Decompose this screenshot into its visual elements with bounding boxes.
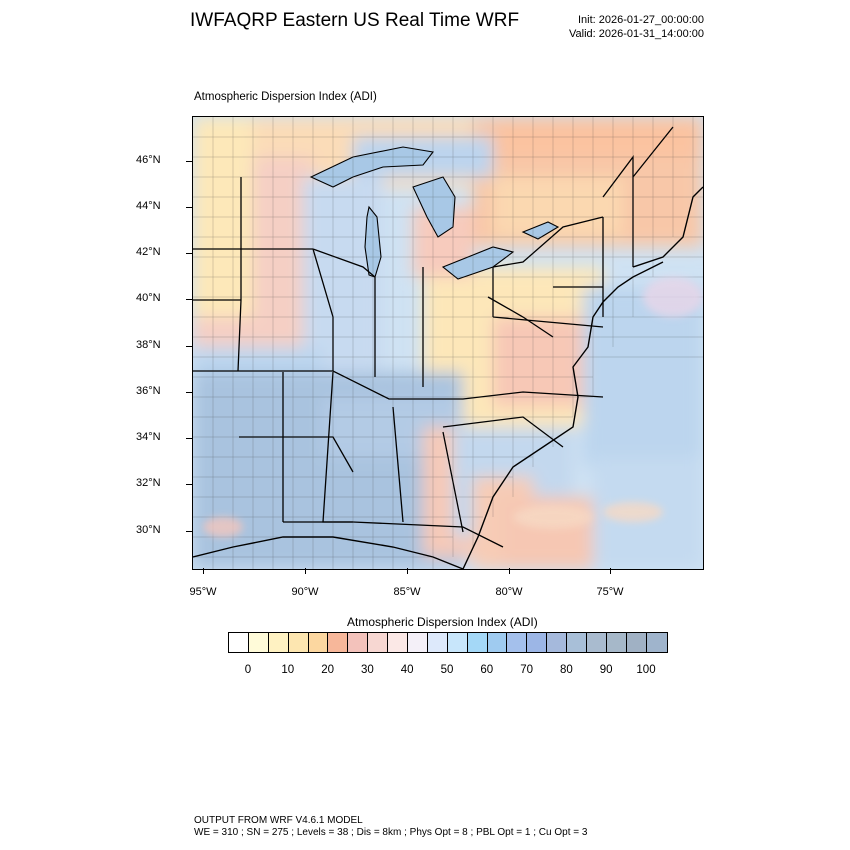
colorbar-label: 60 [480,664,494,676]
lon-tickmark [203,568,204,574]
colorbar-cell [646,633,667,652]
colorbar-cell [388,633,409,652]
colorbar-cell [348,633,369,652]
colorbar-label: 80 [559,664,573,676]
colorbar-label: 30 [360,664,374,676]
lat-tick-30: 30°N [136,524,161,536]
lat-tickmark [186,346,192,347]
colorbar-cell [547,633,568,652]
colorbar-label: 10 [281,664,295,676]
lat-tick-44: 44°N [136,200,161,212]
colorbar [228,632,668,653]
timestamp-block: Init: 2026-01-27_00:00:00 Valid: 2026-01… [569,13,704,41]
colorbar-cell [408,633,428,652]
colorbar-cell [248,633,269,652]
map-svg [193,117,703,569]
colorbar-cell [308,633,329,652]
lat-tickmark [186,531,192,532]
colorbar-label: 50 [440,664,454,676]
colorbar-cell [606,633,627,652]
lat-tick-40: 40°N [136,292,161,304]
colorbar-cell [587,633,607,652]
lat-tick-38: 38°N [136,339,161,351]
lon-tick-90: 90°W [291,586,319,598]
lon-tick-85: 85°W [393,586,421,598]
lon-tickmark [305,568,306,574]
colorbar-label: 90 [599,664,613,676]
lon-tick-95: 95°W [189,586,217,598]
colorbar-label: 70 [520,664,533,676]
colorbar-cell [368,633,389,652]
lon-tick-75: 75°W [596,586,624,598]
lat-tickmark [186,484,192,485]
valid-time: Valid: 2026-01-31_14:00:00 [569,28,704,40]
colorbar-cell [527,633,548,652]
colorbar-cell [487,633,508,652]
lat-tickmark [186,207,192,208]
lat-tickmark [186,392,192,393]
lon-tickmark [610,568,611,574]
lat-tickmark [186,299,192,300]
colorbar-label: 100 [636,664,656,676]
adi-map [192,116,704,570]
lat-tick-36: 36°N [136,385,161,397]
colorbar-cell [288,633,309,652]
init-time: Init: 2026-01-27_00:00:00 [578,14,704,26]
colorbar-cell [229,633,249,652]
lon-tickmark [509,568,510,574]
colorbar-label: 0 [244,664,252,676]
lat-tick-46: 46°N [136,154,161,166]
lat-tick-42: 42°N [136,246,161,258]
lon-tickmark [407,568,408,574]
colorbar-label: 40 [400,664,414,676]
lat-tickmark [186,438,192,439]
colorbar-cell [626,633,647,652]
colorbar-cell [328,633,349,652]
colorbar-title: Atmospheric Dispersion Index (ADI) [347,615,538,629]
colorbar-label: 20 [321,664,334,676]
colorbar-cell [447,633,468,652]
lat-tick-32: 32°N [136,477,161,489]
colorbar-cell [467,633,488,652]
colorbar-cell [427,633,448,652]
footer-line-1: OUTPUT FROM WRF V4.6.1 MODEL [194,815,363,826]
field-label: Atmospheric Dispersion Index (ADI) [194,91,377,103]
lat-tickmark [186,253,192,254]
colorbar-cell [567,633,588,652]
lon-tick-80: 80°W [495,586,523,598]
lat-tick-34: 34°N [136,431,161,443]
colorbar-cell [507,633,528,652]
footer-line-2: WE = 310 ; SN = 275 ; Levels = 38 ; Dis … [194,827,588,838]
colorbar-cell [268,633,289,652]
lat-tickmark [186,161,192,162]
plot-title: IWFAQRP Eastern US Real Time WRF [190,10,520,31]
model-footer: OUTPUT FROM WRF V4.6.1 MODEL WE = 310 ; … [194,815,587,839]
